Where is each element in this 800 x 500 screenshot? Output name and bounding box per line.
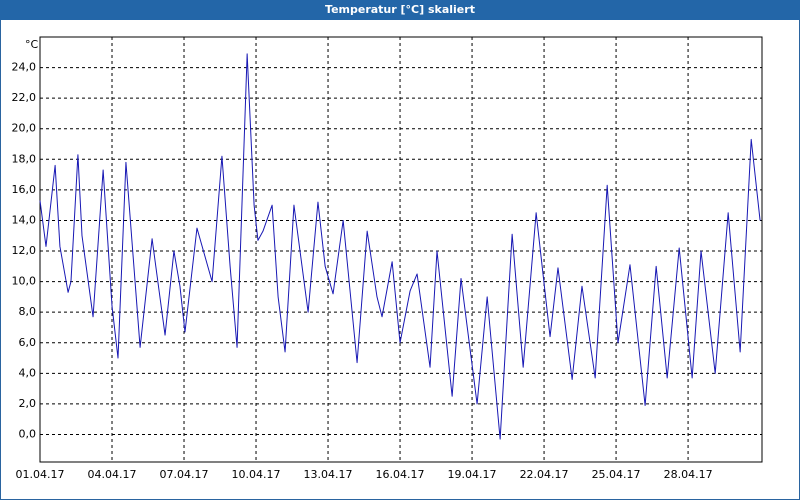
y-tick-label: 18,0 xyxy=(12,152,37,165)
chart-title: Temperatur [°C] skaliert xyxy=(325,3,475,16)
y-tick-label: 2,0 xyxy=(19,397,37,410)
y-tick-label: 12,0 xyxy=(12,244,37,257)
y-tick-label: 16,0 xyxy=(12,183,37,196)
x-tick-label: 13.04.17 xyxy=(304,468,353,481)
x-tick-label: 28.04.17 xyxy=(664,468,713,481)
x-tick-label: 07.04.17 xyxy=(160,468,209,481)
y-tick-label: 0,0 xyxy=(19,427,37,440)
x-tick-label: 04.04.17 xyxy=(88,468,137,481)
y-tick-label: 14,0 xyxy=(12,213,37,226)
x-tick-label: 25.04.17 xyxy=(592,468,641,481)
y-tick-label: 6,0 xyxy=(19,336,37,349)
y-tick-label: 10,0 xyxy=(12,275,37,288)
y-tick-label: 24,0 xyxy=(12,61,37,74)
y-tick-label: 8,0 xyxy=(19,305,37,318)
y-tick-label: 20,0 xyxy=(12,122,37,135)
y-unit: °C xyxy=(25,38,39,51)
y-tick-label: 22,0 xyxy=(12,91,37,104)
x-tick-label: 16.04.17 xyxy=(376,468,425,481)
x-tick-label: 19.04.17 xyxy=(448,468,497,481)
temperature-line xyxy=(39,53,761,440)
x-tick-label: 10.04.17 xyxy=(232,468,281,481)
x-tick-label: 01.04.17 xyxy=(16,468,65,481)
y-tick-label: 4,0 xyxy=(19,366,37,379)
title-bar xyxy=(0,0,800,20)
x-tick-label: 22.04.17 xyxy=(520,468,569,481)
